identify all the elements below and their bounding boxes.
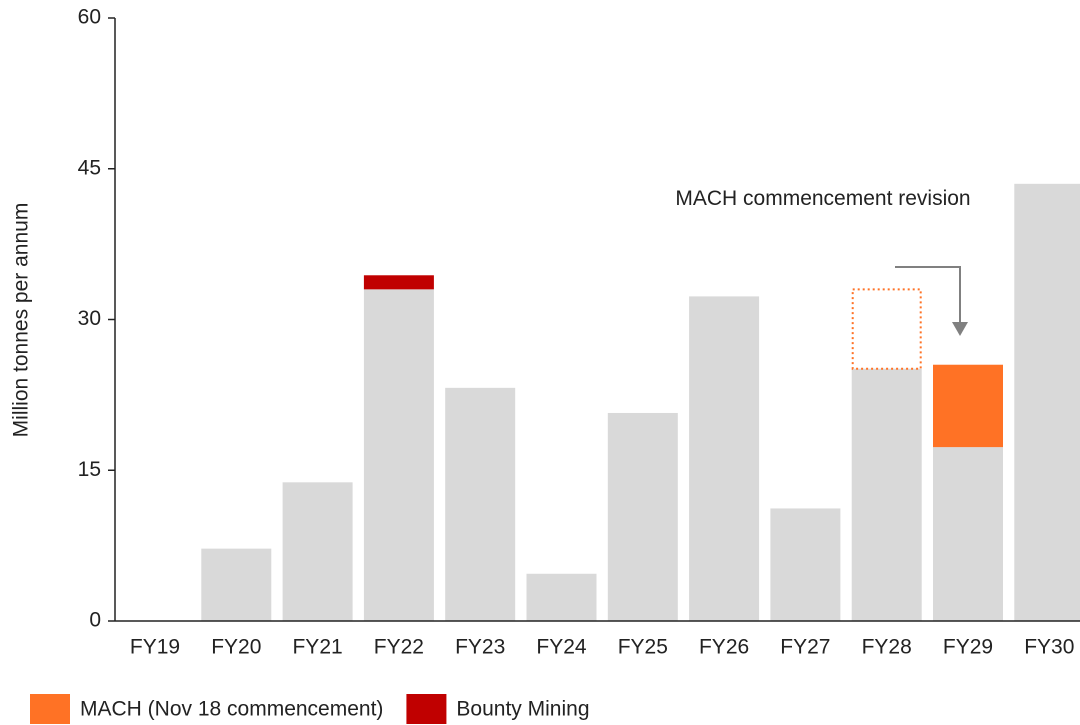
bar <box>1014 183 1080 621</box>
y-tick-label: 30 <box>78 307 101 330</box>
x-tick-label: FY22 <box>374 636 424 659</box>
bar <box>607 412 678 621</box>
x-tick-label: FY29 <box>943 636 993 659</box>
annotation-box: MACH commencement revision <box>675 187 971 210</box>
x-tick-label: FY20 <box>211 636 261 659</box>
x-tick-label: FY28 <box>862 636 912 659</box>
bar-outline <box>851 288 922 370</box>
bar <box>363 289 434 621</box>
x-tick-label: FY25 <box>618 636 668 659</box>
bar <box>201 548 272 621</box>
legend-label: MACH (Nov 18 commencement) <box>80 698 383 721</box>
x-tick-label: FY23 <box>455 636 505 659</box>
bar <box>282 482 353 621</box>
y-axis-label: Million tonnes per annum <box>10 203 33 438</box>
annotation-arrow <box>895 266 961 325</box>
bar <box>363 275 434 290</box>
x-tick-label: FY24 <box>536 636 587 659</box>
bar <box>851 368 922 621</box>
bar <box>445 387 516 621</box>
y-tick-label: 45 <box>78 156 101 179</box>
y-tick-label: 0 <box>89 609 101 632</box>
bar <box>689 296 760 621</box>
x-tick-label: FY19 <box>130 636 180 659</box>
x-tick-label: FY27 <box>780 636 830 659</box>
legend-swatch <box>406 694 447 724</box>
legend-swatch <box>30 694 70 724</box>
bar <box>770 508 841 621</box>
bar <box>933 364 1003 448</box>
y-tick-label: 60 <box>78 6 101 29</box>
annotation: MACH commencement revision <box>675 187 971 210</box>
x-tick-label: FY30 <box>1024 636 1074 659</box>
bar <box>933 447 1003 621</box>
x-tick-label: FY21 <box>292 636 342 659</box>
bar <box>526 573 597 621</box>
x-tick-label: FY26 <box>699 636 749 659</box>
arrow-head <box>952 322 968 336</box>
y-tick-label: 15 <box>78 458 101 481</box>
legend-label: Bounty Mining <box>456 698 589 721</box>
